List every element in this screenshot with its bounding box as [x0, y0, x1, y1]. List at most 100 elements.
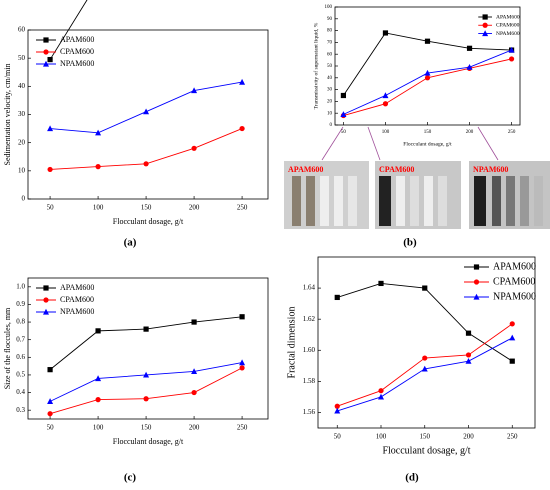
- photo-label: NPAM600: [473, 165, 508, 174]
- tubes: [292, 176, 543, 226]
- marker: [466, 45, 473, 51]
- arrows: [321, 126, 499, 161]
- legend-label: CPAM600: [60, 295, 94, 304]
- caption: (d): [405, 472, 419, 484]
- marker: [191, 368, 198, 375]
- legend-marker: [43, 60, 49, 67]
- marker: [424, 69, 431, 76]
- marker: [508, 46, 515, 53]
- marker: [95, 375, 102, 382]
- y-tick-label: 20: [18, 138, 26, 146]
- y-tick-label: 1.60: [303, 346, 316, 354]
- legend-marker: [473, 264, 480, 270]
- marker: [465, 352, 472, 358]
- plot-frame: [27, 277, 269, 420]
- legend-label: APAM600: [493, 261, 536, 272]
- y-tick-label: 50: [18, 54, 26, 62]
- legend-marker: [482, 30, 489, 37]
- x-axis-label: Flocculant dosage, g/t: [403, 141, 452, 147]
- y-axis-label: Fractal dimension: [286, 307, 297, 379]
- marker: [47, 166, 53, 173]
- legend-label: APAM600: [60, 35, 94, 44]
- marker: [378, 280, 384, 287]
- marker: [191, 145, 197, 151]
- marker: [340, 92, 347, 99]
- marker: [421, 365, 428, 372]
- marker: [191, 389, 197, 396]
- marker: [95, 328, 101, 334]
- legend-label: CPAM600: [60, 47, 94, 56]
- legend-label: NPAM600: [60, 59, 94, 68]
- x-tick-label: 50: [334, 433, 342, 441]
- x-tick-label: 150: [141, 204, 152, 212]
- series-line: [50, 81, 243, 134]
- marker: [509, 358, 515, 364]
- y-tick-label: 80: [327, 29, 333, 34]
- y-axis-label: Sedimentation velocity, cm/min: [3, 64, 12, 166]
- marker: [378, 388, 384, 394]
- x-tick-label: 100: [93, 424, 104, 432]
- y-tick-label: 0.4: [16, 388, 25, 396]
- y-tick-label: 0: [330, 123, 333, 128]
- marker: [508, 56, 515, 62]
- y-tick-label: 60: [327, 52, 333, 57]
- y-tick-label: 0: [22, 195, 26, 203]
- y-axis-label: Transmissivity of supernatant liquid, %: [312, 22, 319, 109]
- legend-marker: [43, 285, 49, 291]
- series-line: [343, 49, 512, 115]
- y-tick-label: 40: [18, 82, 26, 90]
- y-tick-label: 1.0: [16, 282, 25, 290]
- y-tick-label: 20: [327, 100, 333, 105]
- y-tick-label: 1.58: [303, 377, 316, 385]
- x-tick-label: 150: [420, 433, 431, 441]
- marker: [47, 367, 53, 373]
- x-tick-label: 100: [93, 204, 104, 212]
- caption: (c): [124, 472, 137, 484]
- marker: [47, 125, 54, 132]
- marker: [191, 87, 198, 94]
- legend-marker: [482, 14, 488, 20]
- x-tick-label: 50: [47, 204, 55, 212]
- photo-label: CPAM600: [379, 165, 414, 174]
- marker: [509, 321, 515, 327]
- marker: [382, 101, 389, 107]
- y-tick-label: 10: [327, 111, 333, 116]
- marker: [465, 330, 472, 336]
- legend-label: CPAM600: [493, 276, 535, 287]
- caption: (b): [403, 237, 417, 249]
- y-axis-label: Size of the floccules, mm: [3, 307, 12, 389]
- marker: [509, 334, 516, 341]
- x-tick-label: 200: [463, 433, 474, 441]
- marker: [382, 92, 389, 99]
- x-tick-label: 150: [141, 424, 152, 432]
- series-line: [49, 316, 243, 371]
- legend-label: NPAM600: [60, 307, 94, 316]
- marker: [422, 285, 428, 291]
- caption: (a): [124, 237, 137, 249]
- legend-marker: [43, 49, 49, 55]
- y-tick-label: 70: [327, 41, 333, 46]
- legend-label: APAM600: [496, 14, 520, 20]
- marker: [239, 78, 246, 85]
- y-tick-label: 40: [327, 76, 333, 81]
- marker: [334, 407, 341, 414]
- series-line: [49, 0, 88, 60]
- marker: [47, 56, 53, 63]
- marker: [466, 63, 473, 70]
- y-tick-label: 1.62: [303, 315, 316, 323]
- x-tick-label: 100: [376, 433, 387, 441]
- y-tick-label: 0.3: [16, 406, 25, 414]
- marker: [191, 319, 197, 325]
- y-tick-label: 60: [18, 26, 26, 34]
- y-tick-label: 0.8: [16, 318, 25, 326]
- marker: [382, 30, 389, 36]
- marker: [422, 355, 428, 361]
- x-axis-label: Flocculant dosage, g/t: [382, 445, 470, 456]
- y-tick-label: 0.6: [16, 353, 25, 361]
- marker: [239, 125, 245, 132]
- x-tick-label: 100: [382, 130, 390, 135]
- legend-marker: [43, 37, 49, 43]
- x-tick-label: 200: [466, 130, 474, 135]
- x-tick-label: 250: [507, 433, 518, 441]
- y-tick-label: 30: [327, 88, 333, 93]
